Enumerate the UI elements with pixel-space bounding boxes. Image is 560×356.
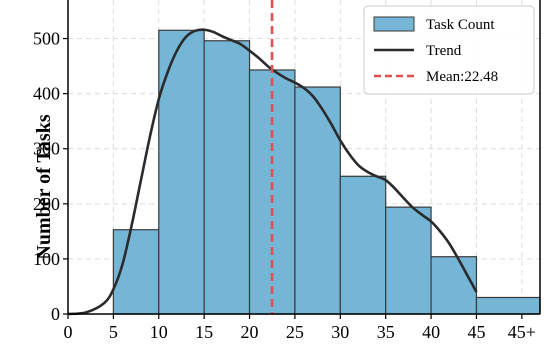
x-tick-label: 30 [331,322,349,342]
histogram-bar [430,256,478,315]
legend-label: Trend [426,43,462,59]
x-tick-label: 25 [286,322,304,342]
trend-series [67,28,478,316]
histogram-bars [112,29,541,315]
x-tick-label: 0 [64,322,73,342]
legend-swatch-task-count [373,16,415,32]
histogram-bar [339,175,387,315]
y-tick-label: 400 [33,84,60,104]
x-tick-label: 5 [109,322,118,342]
x-tick-label: 35 [377,322,395,342]
y-tick-label: 0 [51,304,60,324]
legend-label: Mean:22.48 [426,69,498,85]
legend: Task Count Trend Mean:22.48 [363,5,535,95]
x-tick-label: 20 [241,322,259,342]
y-axis-title: Number of Tasks [33,114,55,259]
y-tick-label: 500 [33,29,60,49]
x-tick-label: 45 [467,322,485,342]
x-tick-label: 40 [422,322,440,342]
y-tick-label: 100 [33,249,60,269]
axes: 0 100 200 300 400 500 0 5 10 15 20 25 30 35 40 45 45+ [33,0,541,342]
x-tick-label: 10 [150,322,168,342]
trend-line [67,28,478,316]
histogram-bar [385,206,432,315]
histogram-bar [475,296,541,315]
histogram-bar [158,29,205,315]
x-tick-label: 15 [195,322,213,342]
legend-label: Task Count [426,17,495,33]
y-tick-label: 300 [33,139,60,159]
histogram-bar [294,86,341,315]
y-tick-label: 200 [33,194,60,214]
histogram-bar [203,40,251,315]
x-tick-label: 45+ [508,322,536,342]
